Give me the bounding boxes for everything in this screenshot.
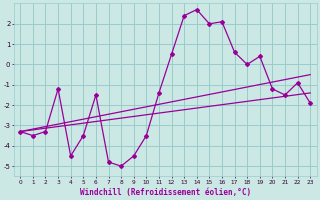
X-axis label: Windchill (Refroidissement éolien,°C): Windchill (Refroidissement éolien,°C) (80, 188, 251, 197)
